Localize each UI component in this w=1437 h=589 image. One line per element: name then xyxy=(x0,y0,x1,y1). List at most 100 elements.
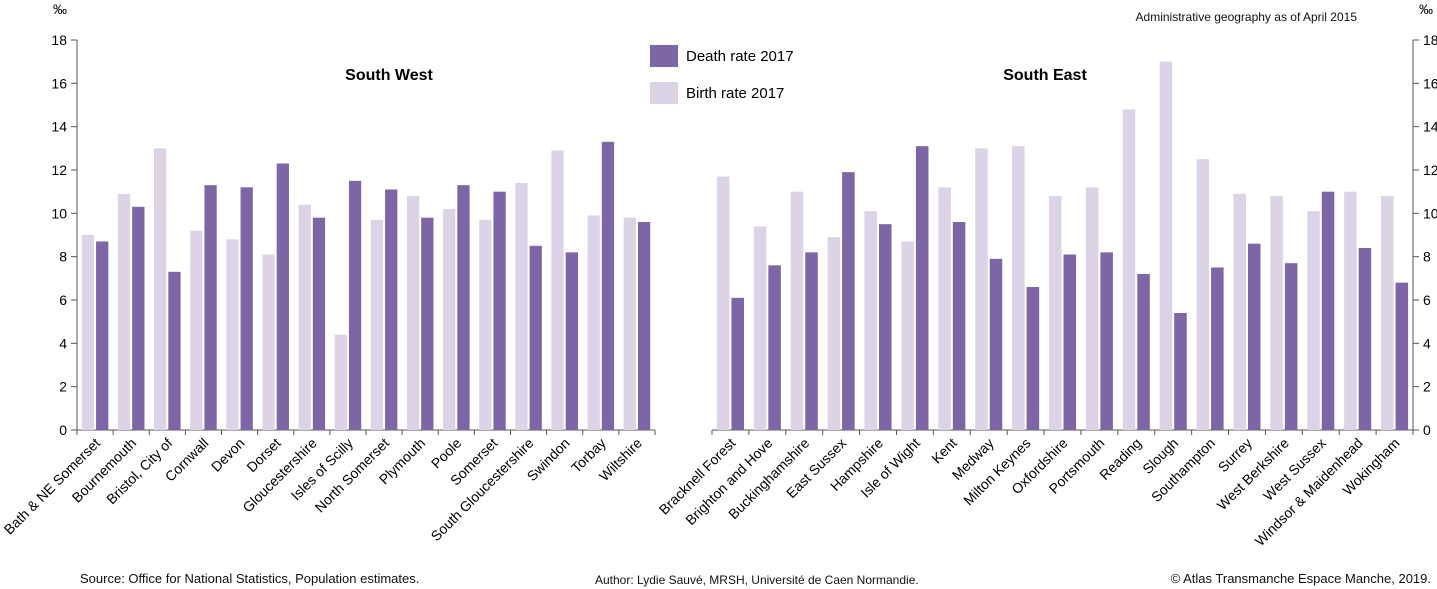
legend-death-swatch xyxy=(650,45,678,67)
source-note: Source: Office for National Statistics, … xyxy=(80,571,420,586)
y-tick-label: 6 xyxy=(1423,292,1431,308)
bar-birth-rate xyxy=(1048,196,1062,430)
bar-birth-rate xyxy=(1122,109,1136,430)
bar-birth-rate xyxy=(515,183,528,430)
bar-death-rate xyxy=(385,189,398,430)
bar-death-rate xyxy=(879,224,892,430)
bar-birth-rate xyxy=(790,191,804,430)
bar-death-rate xyxy=(240,187,253,430)
y-tick-label: 18 xyxy=(1423,32,1437,48)
bar-birth-rate xyxy=(226,239,239,430)
bar-birth-rate xyxy=(370,219,384,430)
y-tick-label: 2 xyxy=(59,379,67,395)
bar-birth-rate xyxy=(864,211,878,430)
bar-death-rate xyxy=(132,206,145,430)
bar-birth-rate xyxy=(1085,187,1099,430)
bar-death-rate xyxy=(915,146,929,430)
bar-birth-rate xyxy=(1270,196,1283,430)
bar-death-rate xyxy=(168,271,181,430)
bar-birth-rate xyxy=(154,148,167,431)
bar-death-rate xyxy=(1100,252,1113,430)
bar-birth-rate xyxy=(334,334,347,430)
bar-birth-rate xyxy=(1196,159,1210,430)
copyright-note: © Atlas Transmanche Espace Manche, 2019. xyxy=(1170,571,1431,586)
bar-birth-rate xyxy=(623,217,636,430)
bar-birth-rate xyxy=(298,204,311,430)
category-label: Kent xyxy=(928,435,960,467)
bar-death-rate xyxy=(731,297,744,430)
legend: Death rate 2017 Birth rate 2017 xyxy=(650,45,794,104)
y-unit-label: ‰ xyxy=(1419,1,1433,17)
bar-death-rate xyxy=(768,265,781,430)
author-note: Author: Lydie Sauvé, MRSH, Université de… xyxy=(595,573,919,587)
bar-birth-rate xyxy=(827,237,841,430)
y-tick-label: 16 xyxy=(1423,75,1437,91)
bar-birth-rate xyxy=(716,176,730,430)
bar-death-rate xyxy=(842,172,855,430)
y-tick-label: 8 xyxy=(59,249,67,265)
bar-death-rate xyxy=(457,185,470,430)
y-tick-label: 10 xyxy=(51,205,67,221)
bar-death-rate xyxy=(276,163,289,430)
y-tick-label: 6 xyxy=(59,292,67,308)
panel-title: South East xyxy=(1003,67,1087,84)
bar-death-rate xyxy=(989,258,1003,430)
bar-birth-rate xyxy=(81,235,95,430)
bar-death-rate xyxy=(1395,282,1409,430)
bar-birth-rate xyxy=(117,193,131,430)
bar-death-rate xyxy=(421,217,434,430)
bar-death-rate xyxy=(565,252,578,430)
bar-birth-rate xyxy=(1344,191,1357,430)
bar-death-rate xyxy=(1026,287,1040,430)
bar-death-rate xyxy=(1137,274,1150,430)
bar-birth-rate xyxy=(1012,146,1025,430)
y-tick-label: 0 xyxy=(1423,422,1431,438)
legend-death-label: Death rate 2017 xyxy=(686,48,794,65)
legend-birth-label: Birth rate 2017 xyxy=(686,85,784,102)
bar-death-rate xyxy=(1211,267,1224,430)
bar-birth-rate xyxy=(1159,61,1173,431)
bar-birth-rate xyxy=(443,209,456,430)
y-tick-label: 2 xyxy=(1423,379,1431,395)
bar-birth-rate xyxy=(1307,211,1320,430)
bar-birth-rate xyxy=(406,196,420,430)
bar-birth-rate xyxy=(262,254,275,430)
bar-death-rate xyxy=(1284,263,1298,430)
legend-birth-swatch xyxy=(650,82,678,104)
bar-death-rate xyxy=(952,222,966,430)
bar-death-rate xyxy=(1321,191,1335,430)
y-tick-label: 14 xyxy=(1423,119,1437,135)
bar-death-rate xyxy=(1358,248,1372,430)
bar-death-rate xyxy=(312,217,326,430)
y-tick-label: 14 xyxy=(51,119,67,135)
bar-birth-rate xyxy=(938,187,951,430)
y-tick-label: 12 xyxy=(51,162,67,178)
bar-death-rate xyxy=(1247,243,1261,430)
bar-birth-rate xyxy=(587,215,600,430)
bar-birth-rate xyxy=(551,150,564,430)
bar-death-rate xyxy=(1063,254,1077,430)
bar-death-rate xyxy=(493,191,506,430)
bar-birth-rate xyxy=(1233,193,1246,430)
panel-title: South West xyxy=(345,67,433,84)
bar-birth-rate xyxy=(975,148,988,431)
geography-note: Administrative geography as of April 201… xyxy=(1135,10,1357,24)
bar-birth-rate xyxy=(479,219,492,430)
y-tick-label: 12 xyxy=(1423,162,1437,178)
y-tick-label: 4 xyxy=(1423,335,1431,351)
bar-death-rate xyxy=(529,245,542,430)
y-tick-label: 16 xyxy=(51,75,67,91)
y-tick-label: 18 xyxy=(51,32,67,48)
y-tick-label: 4 xyxy=(59,335,67,351)
y-tick-label: 10 xyxy=(1423,205,1437,221)
bar-death-rate xyxy=(96,241,109,430)
bar-death-rate xyxy=(601,141,615,431)
bar-death-rate xyxy=(348,180,362,430)
bar-death-rate xyxy=(637,222,651,430)
bar-death-rate xyxy=(1174,313,1187,430)
bar-death-rate xyxy=(805,252,818,430)
bar-birth-rate xyxy=(1381,196,1394,430)
bar-death-rate xyxy=(204,185,217,430)
